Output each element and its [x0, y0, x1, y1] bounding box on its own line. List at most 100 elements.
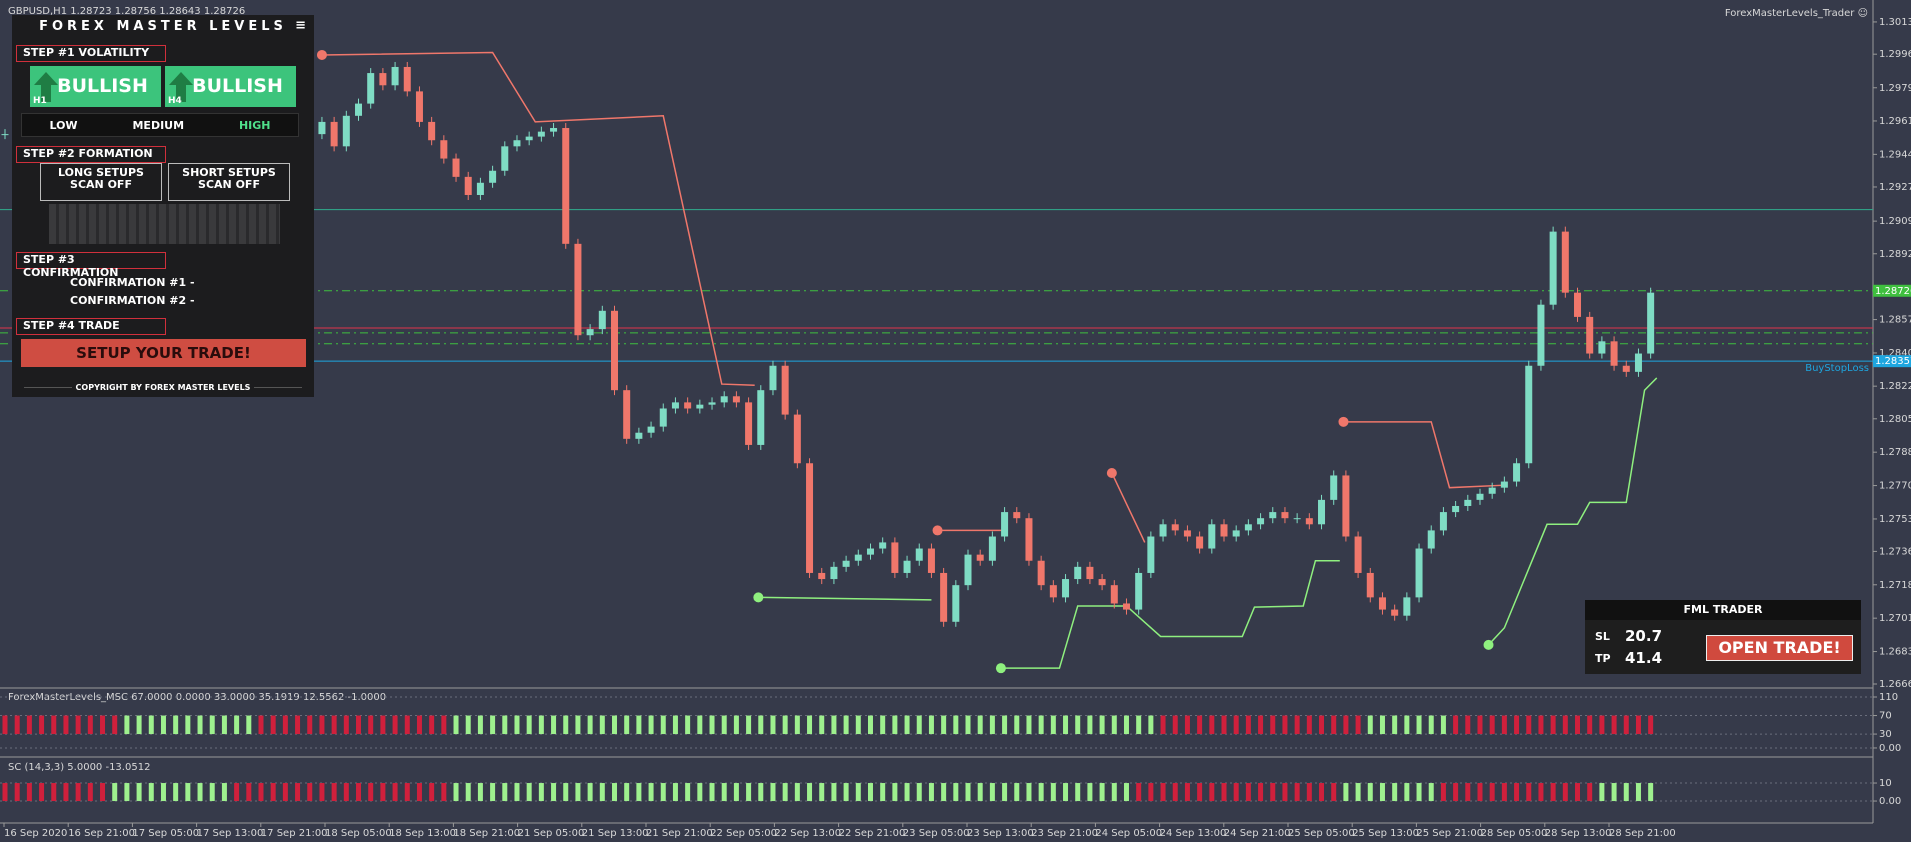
histogram-bar	[234, 783, 240, 802]
histogram-bar	[636, 715, 642, 735]
candle-body	[1, 134, 9, 136]
y-tick-label: 1.28400	[1879, 348, 1911, 359]
histogram-bar	[1611, 715, 1617, 735]
histogram-bar	[965, 715, 971, 735]
histogram-bar	[282, 783, 288, 802]
histogram-bar	[136, 783, 142, 802]
histogram-bar	[197, 715, 203, 735]
histogram-bar	[1306, 783, 1312, 802]
histogram-bar	[1160, 783, 1166, 802]
candle-body	[428, 121, 436, 141]
histogram-bar	[39, 783, 45, 802]
candle-body	[367, 73, 375, 104]
candle-body	[1220, 524, 1228, 537]
histogram-bar	[575, 783, 581, 802]
candle-body	[1122, 603, 1130, 610]
candle-body	[489, 170, 497, 183]
histogram-bar	[1550, 783, 1556, 802]
histogram-bar	[1526, 715, 1532, 735]
histogram-bar	[685, 715, 691, 735]
y-tick-label: 10	[1879, 778, 1892, 789]
volatility-option[interactable]: MEDIUM	[132, 118, 185, 132]
histogram-bar	[148, 715, 154, 735]
histogram-bar	[636, 783, 642, 802]
histogram-bar	[416, 783, 422, 802]
histogram-bar	[685, 783, 691, 802]
open-trade-button[interactable]: OPEN TRADE!	[1706, 635, 1853, 661]
candle-body	[1525, 365, 1533, 464]
candle-body	[1086, 566, 1094, 580]
histogram-bar	[1514, 715, 1520, 735]
setup-trade-button[interactable]: SETUP YOUR TRADE!	[21, 339, 306, 367]
candle-body	[1196, 536, 1204, 549]
candle-body	[1354, 536, 1362, 573]
histogram-bar	[307, 783, 313, 802]
histogram-bar	[380, 715, 386, 735]
histogram-bar	[1172, 715, 1178, 735]
y-tick-label: 1.27185	[1879, 580, 1911, 591]
candle-body	[1476, 493, 1484, 500]
histogram-bar	[867, 715, 873, 735]
histogram-bar	[563, 715, 569, 735]
candle-body	[720, 396, 728, 403]
step-label: STEP #2 FORMATION	[16, 146, 166, 163]
candle-body	[562, 128, 570, 244]
histogram-bar	[87, 783, 93, 802]
candle-body	[1342, 475, 1350, 537]
x-tick-label: 16 Sep 2020	[4, 828, 67, 839]
histogram-bar	[1331, 783, 1337, 802]
histogram-bar	[380, 783, 386, 802]
bias-button[interactable]: BULLISH H1	[30, 66, 161, 107]
histogram-bar	[916, 783, 922, 802]
histogram-bar	[1172, 783, 1178, 802]
candle-body	[513, 140, 521, 147]
candle-body	[1244, 524, 1252, 531]
histogram-bar	[258, 783, 264, 802]
histogram-bar	[14, 783, 20, 802]
control-panel: FOREX MASTER LEVELS ≡ STEP #1 VOLATILITY…	[12, 15, 314, 397]
histogram-bar	[1453, 715, 1459, 735]
histogram-bar	[721, 715, 727, 735]
scan-button[interactable]: SHORT SETUPS SCAN OFF	[168, 163, 290, 201]
volatility-bar: LOW MEDIUM HIGH	[21, 113, 299, 137]
candle-body	[1318, 499, 1326, 525]
menu-button[interactable]: ≡	[295, 18, 306, 33]
button-text: SCAN OFF	[198, 178, 260, 191]
sl-value: 20.7	[1625, 627, 1663, 645]
y-tick-label: 110	[1879, 692, 1898, 703]
scan-button[interactable]: LONG SETUPS SCAN OFF	[40, 163, 162, 201]
histogram-bar	[819, 783, 825, 802]
histogram-bar	[1343, 783, 1349, 802]
candle-body	[1037, 560, 1045, 586]
candle-body	[391, 66, 399, 86]
histogram-bar	[1489, 715, 1495, 735]
histogram-bar	[526, 715, 532, 735]
candle-body	[1293, 518, 1301, 520]
signal-dot	[1338, 416, 1349, 427]
red-line	[321, 51, 1505, 543]
histogram-bar	[1379, 783, 1385, 802]
histogram-bar	[1440, 715, 1446, 735]
histogram-bar	[1063, 715, 1069, 735]
volatility-option[interactable]: LOW	[49, 118, 78, 132]
sl-label: SL	[1595, 630, 1610, 643]
histogram-bar	[1075, 715, 1081, 735]
x-tick-label: 22 Sep 21:00	[839, 828, 906, 839]
candle-body	[1452, 505, 1460, 513]
candle-body	[1013, 512, 1021, 519]
histogram-bar	[770, 715, 776, 735]
level-name: BuyStopLoss	[1805, 363, 1869, 374]
histogram-bar	[343, 715, 349, 735]
histogram-bar	[612, 783, 617, 802]
bias-button[interactable]: BULLISH H4	[165, 66, 296, 107]
arrow-icon	[34, 72, 58, 102]
histogram-bar	[2, 783, 8, 802]
bias-label: BULLISH	[57, 75, 148, 97]
candle-body	[1074, 566, 1082, 580]
histogram-bar	[1038, 715, 1044, 735]
volatility-option[interactable]: HIGH	[238, 118, 271, 132]
y-tick-label: 1.28920	[1879, 249, 1911, 260]
histogram-bar	[453, 783, 459, 802]
